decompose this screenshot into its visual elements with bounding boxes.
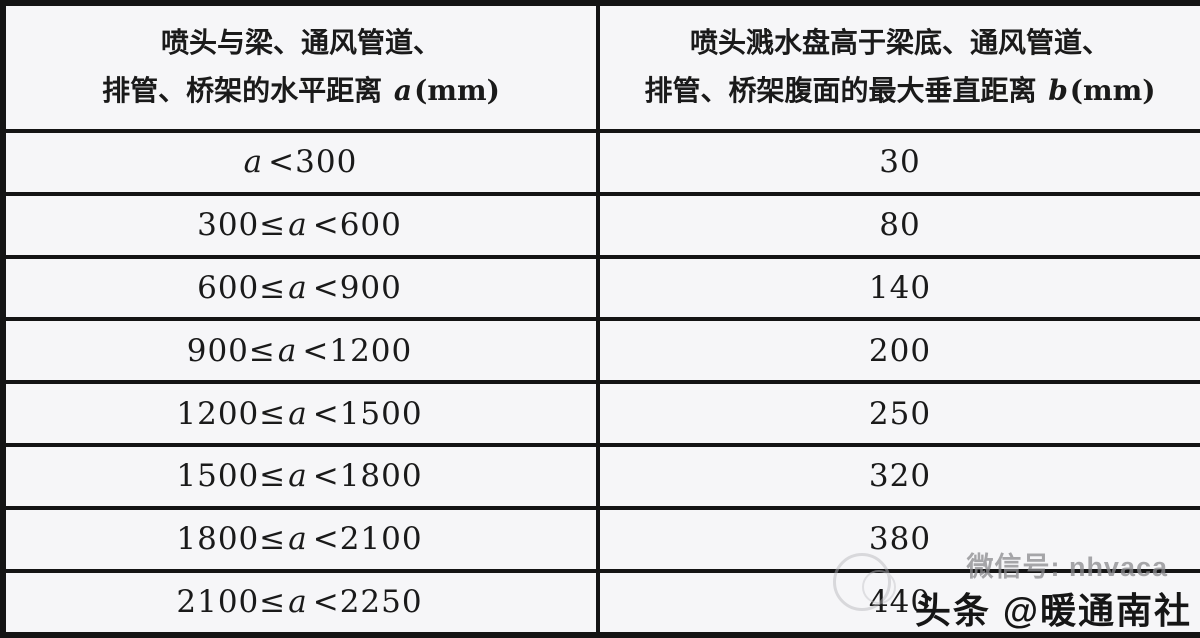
- variable-a: a: [288, 395, 308, 432]
- range-post: <1800: [312, 458, 423, 495]
- value-cell: 320: [596, 442, 1200, 510]
- range-cell: 900≤a <1200: [1, 317, 600, 385]
- value-cell: 380: [596, 505, 1200, 573]
- header-row: 喷头与梁、通风管道、 排管、桥架的水平距离 a(mm) 喷头溅水盘高于梁底、通风…: [1, 1, 1200, 133]
- range-cell: 600≤a <900: [1, 254, 600, 322]
- table-row: 1800≤a <2100 380: [1, 505, 1200, 573]
- variable-a: a: [288, 207, 308, 244]
- range-post: <900: [312, 269, 402, 306]
- range-pre: 600≤: [197, 269, 287, 306]
- value-cell: 440: [596, 568, 1200, 638]
- range-cell: 1500≤a <1800: [1, 442, 600, 510]
- variable-a: a: [277, 332, 298, 369]
- value-cell: 30: [596, 129, 1200, 196]
- range-pre: 300≤: [197, 207, 287, 244]
- value-cell: 200: [596, 317, 1200, 385]
- table-row: 1200≤a <1500 250: [1, 380, 1200, 447]
- range-post: <2250: [312, 584, 423, 621]
- table-row: 1500≤a <1800 320: [1, 442, 1200, 510]
- header-right-line1: 喷头溅水盘高于梁底、通风管道、: [689, 25, 1110, 59]
- range-cell: 300≤a <600: [1, 191, 600, 259]
- variable-a: a: [288, 458, 308, 495]
- table-row: 600≤a <900 140: [1, 254, 1200, 322]
- range-cell: a <300: [1, 129, 600, 196]
- header-left-line1: 喷头与梁、通风管道、: [160, 25, 441, 59]
- range-pre: 1800≤: [176, 521, 287, 558]
- value-cell: 80: [596, 191, 1200, 259]
- range-pre: 1500≤: [176, 458, 287, 495]
- header-left-line2: 排管、桥架的水平距离 a(mm): [6, 73, 596, 107]
- table-row: 300≤a <600 80: [1, 191, 1200, 259]
- range-pre: 1200≤: [176, 395, 287, 432]
- range-pre: 900≤: [186, 332, 276, 369]
- header-cell-horizontal-distance: 喷头与梁、通风管道、 排管、桥架的水平距离 a(mm): [1, 1, 600, 133]
- range-post: <1200: [302, 332, 413, 369]
- header-left-line2-text: 排管、桥架的水平距离: [102, 73, 392, 107]
- range-cell: 2100≤a <2250: [1, 568, 600, 638]
- range-post: <600: [312, 207, 402, 244]
- range-post: <1500: [312, 395, 423, 432]
- variable-a: a: [243, 144, 264, 181]
- range-pre: 2100≤: [176, 584, 287, 621]
- table-row: 900≤a <1200 200: [1, 317, 1200, 385]
- variable-a: a: [288, 521, 308, 558]
- header-right-line2-text: 排管、桥架腹面的最大垂直距离: [644, 73, 1047, 107]
- header-left-unit: (mm): [414, 73, 500, 107]
- range-cell: 1800≤a <2100: [1, 505, 600, 573]
- variable-b: b: [1048, 73, 1068, 107]
- header-cell-max-vertical-distance: 喷头溅水盘高于梁底、通风管道、 排管、桥架腹面的最大垂直距离 b(mm): [596, 1, 1200, 133]
- table-row: 2100≤a <2250 440: [1, 568, 1200, 638]
- value-cell: 250: [596, 380, 1200, 447]
- header-right-unit: (mm): [1069, 73, 1156, 107]
- variable-a: a: [393, 73, 413, 107]
- header-right-line2: 排管、桥架腹面的最大垂直距离 b(mm): [600, 73, 1200, 107]
- variable-a: a: [288, 584, 308, 621]
- variable-a: a: [288, 269, 308, 306]
- range-post: <300: [268, 144, 358, 181]
- value-cell: 140: [596, 254, 1200, 322]
- table-row: a <300 30: [1, 129, 1200, 196]
- range-cell: 1200≤a <1500: [1, 380, 600, 447]
- range-post: <2100: [312, 521, 423, 558]
